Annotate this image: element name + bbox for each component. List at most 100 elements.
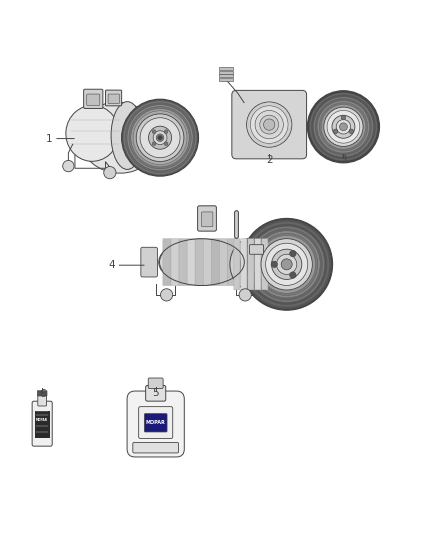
FancyBboxPatch shape <box>250 245 264 254</box>
Circle shape <box>321 104 366 149</box>
FancyBboxPatch shape <box>133 442 179 453</box>
FancyBboxPatch shape <box>219 239 227 286</box>
Text: 6: 6 <box>39 390 46 399</box>
Circle shape <box>251 106 288 143</box>
Text: 1: 1 <box>46 134 53 143</box>
Circle shape <box>258 236 315 293</box>
Circle shape <box>249 227 325 302</box>
FancyBboxPatch shape <box>87 94 100 106</box>
Circle shape <box>164 142 168 146</box>
Circle shape <box>311 95 375 159</box>
Circle shape <box>104 166 116 179</box>
Circle shape <box>349 129 353 134</box>
Circle shape <box>265 243 308 285</box>
FancyBboxPatch shape <box>32 401 52 446</box>
FancyBboxPatch shape <box>127 391 184 457</box>
Text: 5: 5 <box>152 388 159 398</box>
Circle shape <box>127 104 193 171</box>
Circle shape <box>164 130 168 134</box>
Ellipse shape <box>159 239 244 285</box>
Ellipse shape <box>230 238 274 290</box>
FancyBboxPatch shape <box>241 239 247 290</box>
FancyBboxPatch shape <box>145 414 167 432</box>
Circle shape <box>239 289 251 301</box>
FancyBboxPatch shape <box>106 90 122 106</box>
FancyBboxPatch shape <box>171 239 179 286</box>
Ellipse shape <box>66 106 119 161</box>
FancyBboxPatch shape <box>148 378 163 389</box>
Circle shape <box>272 249 302 279</box>
FancyBboxPatch shape <box>38 394 46 406</box>
Circle shape <box>327 110 360 143</box>
Text: MOPAR: MOPAR <box>146 421 166 425</box>
FancyBboxPatch shape <box>248 239 254 290</box>
FancyBboxPatch shape <box>227 239 236 286</box>
FancyBboxPatch shape <box>232 91 307 159</box>
Text: 3: 3 <box>340 156 347 165</box>
Circle shape <box>158 135 162 140</box>
Circle shape <box>313 96 374 157</box>
Circle shape <box>339 123 347 131</box>
Bar <box>219 71 233 74</box>
FancyBboxPatch shape <box>84 89 103 108</box>
FancyBboxPatch shape <box>139 407 173 439</box>
Bar <box>35 411 49 438</box>
Circle shape <box>307 91 379 163</box>
Circle shape <box>253 231 320 298</box>
Circle shape <box>123 101 197 175</box>
Circle shape <box>63 160 74 172</box>
FancyBboxPatch shape <box>255 239 261 290</box>
Circle shape <box>148 126 172 149</box>
FancyBboxPatch shape <box>179 239 187 286</box>
Circle shape <box>156 134 164 142</box>
Text: 4: 4 <box>109 260 115 270</box>
Bar <box>219 75 233 77</box>
Text: 2: 2 <box>266 156 272 165</box>
FancyBboxPatch shape <box>198 206 216 231</box>
Circle shape <box>264 119 275 130</box>
Circle shape <box>324 107 363 147</box>
Circle shape <box>260 115 279 134</box>
FancyBboxPatch shape <box>211 239 219 286</box>
Circle shape <box>133 111 187 165</box>
FancyBboxPatch shape <box>201 212 213 227</box>
Bar <box>219 78 233 80</box>
Ellipse shape <box>111 102 144 169</box>
Circle shape <box>276 254 297 274</box>
Circle shape <box>152 142 156 146</box>
Circle shape <box>281 259 292 270</box>
FancyBboxPatch shape <box>203 239 211 286</box>
Circle shape <box>309 93 378 161</box>
Circle shape <box>341 115 346 120</box>
Circle shape <box>160 289 173 301</box>
FancyBboxPatch shape <box>141 247 157 277</box>
Circle shape <box>152 130 156 134</box>
FancyBboxPatch shape <box>262 239 268 290</box>
Circle shape <box>255 110 283 139</box>
Circle shape <box>122 99 198 176</box>
Circle shape <box>290 272 296 278</box>
Circle shape <box>244 222 329 307</box>
Circle shape <box>290 251 296 257</box>
FancyBboxPatch shape <box>37 391 47 396</box>
Text: MOPAR: MOPAR <box>36 418 48 422</box>
Circle shape <box>255 233 318 295</box>
Circle shape <box>131 109 189 167</box>
Circle shape <box>153 131 167 144</box>
FancyBboxPatch shape <box>108 94 120 103</box>
Circle shape <box>136 114 184 161</box>
FancyBboxPatch shape <box>146 385 166 401</box>
Circle shape <box>241 219 332 310</box>
FancyBboxPatch shape <box>187 239 195 286</box>
FancyBboxPatch shape <box>234 239 240 290</box>
Circle shape <box>242 220 331 309</box>
FancyBboxPatch shape <box>163 239 171 286</box>
Circle shape <box>319 102 367 151</box>
Circle shape <box>315 99 371 155</box>
Circle shape <box>140 118 180 158</box>
Circle shape <box>261 239 312 290</box>
Circle shape <box>271 261 278 268</box>
Circle shape <box>246 224 327 305</box>
Circle shape <box>251 229 322 300</box>
Circle shape <box>129 107 191 169</box>
